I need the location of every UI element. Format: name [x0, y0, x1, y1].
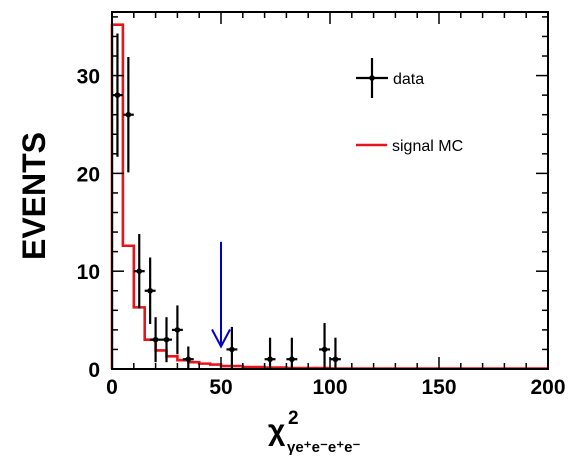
data-marker	[152, 336, 159, 343]
x-axis-title-subscript: γe⁺e⁻e⁺e⁻	[287, 439, 360, 456]
y-tick-label: 0	[88, 359, 100, 382]
legend: data signal MC	[356, 58, 463, 155]
data-marker	[163, 336, 170, 343]
x-axis-title-superscript: 2	[288, 408, 299, 429]
data-point-9	[264, 337, 276, 369]
data-marker	[174, 327, 181, 333]
data-point-7	[182, 346, 194, 369]
data-marker	[185, 356, 192, 363]
data-marker	[229, 346, 235, 353]
y-tick-label: 10	[77, 261, 100, 284]
x-tick-label: 150	[421, 376, 456, 399]
x-tick-label: 50	[209, 376, 232, 399]
y-tick-label: 30	[77, 66, 100, 89]
x-tick-label: 100	[312, 376, 347, 399]
legend-label-signal-mc: signal MC	[392, 138, 463, 155]
data-point-4	[150, 317, 162, 363]
data-point-3	[144, 257, 156, 325]
data-point-6	[171, 305, 183, 355]
data-marker	[136, 268, 143, 274]
axes: 0 50 100 150 200 0 10 20 30	[77, 11, 566, 399]
data-point-11	[319, 323, 330, 369]
data-point-5	[161, 317, 172, 363]
data-marker	[289, 356, 295, 363]
data-marker	[147, 287, 153, 294]
x-axis-title: χ 2 γe⁺e⁻e⁺e⁻	[268, 408, 360, 456]
y-tick-label: 20	[77, 163, 100, 186]
data-marker	[332, 356, 339, 363]
cut-arrow-head	[211, 329, 231, 349]
legend-data-marker	[369, 75, 375, 81]
x-tick-label: 0	[106, 376, 118, 399]
plot-area	[110, 23, 548, 370]
data-point-8	[226, 326, 238, 369]
x-axis-title-chi: χ	[268, 414, 286, 447]
data-marker	[321, 346, 328, 353]
legend-label-data: data	[393, 71, 424, 88]
data-point-10	[286, 337, 298, 369]
data-marker	[125, 111, 132, 118]
cut-arrow	[211, 241, 231, 349]
data-point-1	[122, 56, 134, 173]
data-point-2	[133, 234, 145, 309]
data-marker	[267, 356, 273, 363]
data-point-12	[330, 337, 341, 369]
legend-symbol-data	[356, 58, 388, 98]
x-tick-label: 200	[530, 376, 565, 399]
y-axis-title: EVENTS	[16, 132, 52, 260]
